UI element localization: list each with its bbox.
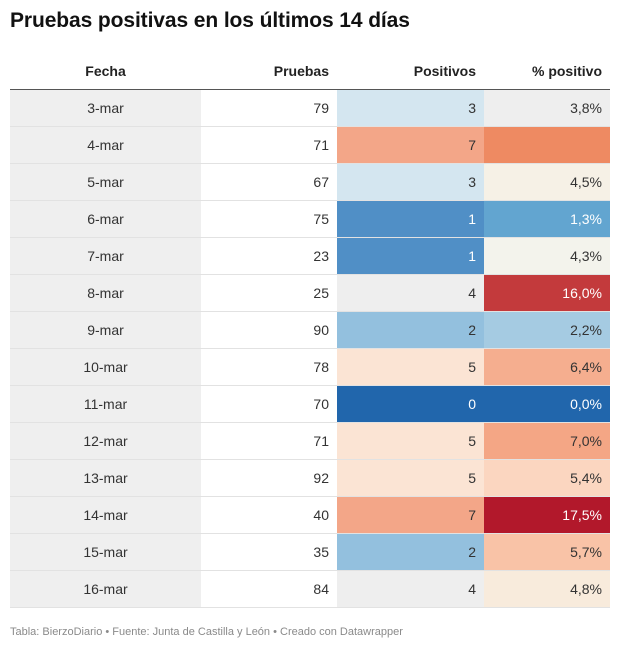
- cell-fecha: 14-mar: [10, 496, 201, 534]
- cell-fecha: 16-mar: [10, 570, 201, 608]
- positivity-table: Fecha Pruebas Positivos % positivo 3-mar…: [10, 53, 610, 608]
- table-row: 11-mar 70 0 0,0%: [10, 385, 610, 423]
- cell-pruebas: 23: [201, 237, 337, 275]
- cell-pct-positivo: 4,3%: [484, 237, 610, 275]
- table-title: Pruebas positivas en los últimos 14 días: [10, 9, 410, 32]
- cell-positivos: 4: [337, 570, 484, 608]
- cell-fecha: 12-mar: [10, 422, 201, 460]
- table-row: 8-mar 25 4 16,0%: [10, 274, 610, 312]
- cell-fecha: 13-mar: [10, 459, 201, 497]
- cell-positivos: 3: [337, 163, 484, 201]
- column-header-fecha: Fecha: [10, 53, 201, 90]
- table-row: 5-mar 67 3 4,5%: [10, 163, 610, 201]
- footer-credits: Tabla: BierzoDiario • Fuente: Junta de C…: [10, 626, 403, 638]
- cell-pruebas: 75: [201, 200, 337, 238]
- cell-pct-positivo: 7,0%: [484, 422, 610, 460]
- cell-pruebas: 79: [201, 89, 337, 127]
- cell-fecha: 4-mar: [10, 126, 201, 164]
- cell-positivos: 0: [337, 385, 484, 423]
- cell-pruebas: 71: [201, 422, 337, 460]
- cell-positivos: 7: [337, 126, 484, 164]
- cell-positivos: 5: [337, 422, 484, 460]
- cell-pct-positivo: 4,5%: [484, 163, 610, 201]
- cell-fecha: 3-mar: [10, 89, 201, 127]
- table-row: 15-mar 35 2 5,7%: [10, 533, 610, 571]
- cell-fecha: 15-mar: [10, 533, 201, 571]
- cell-pct-positivo: 1,3%: [484, 200, 610, 238]
- cell-pruebas: 90: [201, 311, 337, 349]
- cell-pct-positivo: [484, 126, 610, 164]
- cell-positivos: 1: [337, 200, 484, 238]
- cell-fecha: 10-mar: [10, 348, 201, 386]
- cell-pct-positivo: 6,4%: [484, 348, 610, 386]
- table-row: 3-mar 79 3 3,8%: [10, 89, 610, 127]
- table-row: 7-mar 23 1 4,3%: [10, 237, 610, 275]
- cell-positivos: 7: [337, 496, 484, 534]
- cell-pruebas: 67: [201, 163, 337, 201]
- cell-pruebas: 84: [201, 570, 337, 608]
- cell-pct-positivo: 16,0%: [484, 274, 610, 312]
- cell-positivos: 3: [337, 89, 484, 127]
- cell-pruebas: 40: [201, 496, 337, 534]
- cell-positivos: 5: [337, 348, 484, 386]
- cell-pruebas: 35: [201, 533, 337, 571]
- cell-pct-positivo: 5,4%: [484, 459, 610, 497]
- table-row: 4-mar 71 7: [10, 126, 610, 164]
- table-row: 9-mar 90 2 2,2%: [10, 311, 610, 349]
- cell-pruebas: 71: [201, 126, 337, 164]
- table-row: 12-mar 71 5 7,0%: [10, 422, 610, 460]
- cell-pct-positivo: 2,2%: [484, 311, 610, 349]
- cell-positivos: 5: [337, 459, 484, 497]
- table-row: 13-mar 92 5 5,4%: [10, 459, 610, 497]
- cell-pct-positivo: 17,5%: [484, 496, 610, 534]
- cell-pruebas: 78: [201, 348, 337, 386]
- cell-fecha: 7-mar: [10, 237, 201, 275]
- column-header-pruebas: Pruebas: [201, 53, 337, 90]
- header-row: Fecha Pruebas Positivos % positivo: [10, 53, 610, 90]
- table-row: 6-mar 75 1 1,3%: [10, 200, 610, 238]
- column-header-positivos: Positivos: [337, 53, 484, 90]
- cell-pct-positivo: 0,0%: [484, 385, 610, 423]
- cell-fecha: 11-mar: [10, 385, 201, 423]
- cell-positivos: 1: [337, 237, 484, 275]
- cell-pct-positivo: 4,8%: [484, 570, 610, 608]
- column-header-pct-positivo: % positivo: [484, 53, 610, 90]
- table-row: 10-mar 78 5 6,4%: [10, 348, 610, 386]
- cell-fecha: 5-mar: [10, 163, 201, 201]
- cell-pruebas: 92: [201, 459, 337, 497]
- cell-pct-positivo: 3,8%: [484, 89, 610, 127]
- cell-pruebas: 70: [201, 385, 337, 423]
- cell-fecha: 9-mar: [10, 311, 201, 349]
- table-row: 14-mar 40 7 17,5%: [10, 496, 610, 534]
- cell-pruebas: 25: [201, 274, 337, 312]
- cell-pct-positivo: 5,7%: [484, 533, 610, 571]
- cell-positivos: 2: [337, 533, 484, 571]
- table-row: 16-mar 84 4 4,8%: [10, 570, 610, 608]
- cell-positivos: 2: [337, 311, 484, 349]
- cell-fecha: 6-mar: [10, 200, 201, 238]
- cell-positivos: 4: [337, 274, 484, 312]
- cell-fecha: 8-mar: [10, 274, 201, 312]
